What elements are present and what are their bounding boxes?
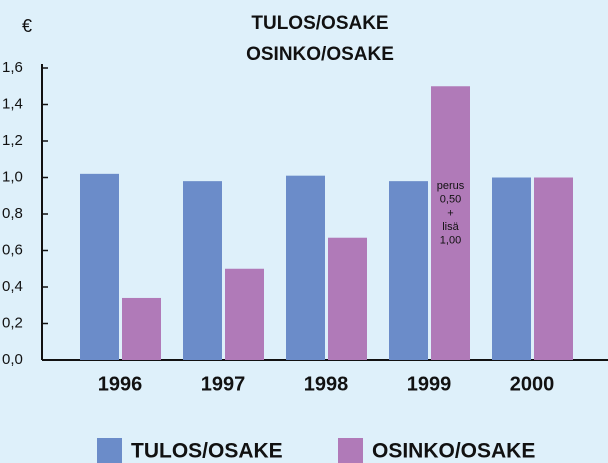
y-tick-label: 0,2 xyxy=(2,314,23,331)
legend-swatch xyxy=(338,438,363,463)
y-unit: € xyxy=(22,16,32,36)
bar xyxy=(225,268,264,360)
annotation: perus xyxy=(437,180,465,192)
bar xyxy=(492,177,531,360)
bar xyxy=(183,181,222,360)
x-tick-label: 1996 xyxy=(98,373,143,395)
x-tick-label: 2000 xyxy=(510,373,555,395)
bar xyxy=(286,175,325,360)
annotation: + xyxy=(447,207,453,219)
legend-label: OSINKO/OSAKE xyxy=(372,440,535,463)
legend-label: TULOS/OSAKE xyxy=(131,440,283,463)
y-tick-label: 1,0 xyxy=(2,168,23,185)
y-tick-label: 1,6 xyxy=(2,59,23,76)
annotation: 1,00 xyxy=(440,235,461,247)
chart-title: OSINKO/OSAKE xyxy=(246,44,394,65)
bar xyxy=(80,173,119,360)
bar xyxy=(534,177,573,360)
y-tick-label: 0,6 xyxy=(2,241,23,258)
bar xyxy=(389,181,428,360)
annotation: lisä xyxy=(442,221,459,233)
x-tick-label: 1997 xyxy=(201,373,246,395)
y-tick-label: 1,2 xyxy=(2,132,23,149)
bar xyxy=(122,297,161,360)
y-tick-label: 0,0 xyxy=(2,351,23,368)
x-tick-label: 1998 xyxy=(304,373,349,395)
y-tick-label: 0,8 xyxy=(2,205,23,222)
y-tick-label: 0,4 xyxy=(2,278,23,295)
bar xyxy=(328,237,367,360)
x-tick-label: 1999 xyxy=(407,373,452,395)
legend-swatch xyxy=(97,438,122,463)
chart-title: TULOS/OSAKE xyxy=(251,13,388,34)
bar xyxy=(431,86,470,360)
annotation: 0,50 xyxy=(440,194,461,206)
y-tick-label: 1,4 xyxy=(2,95,23,112)
